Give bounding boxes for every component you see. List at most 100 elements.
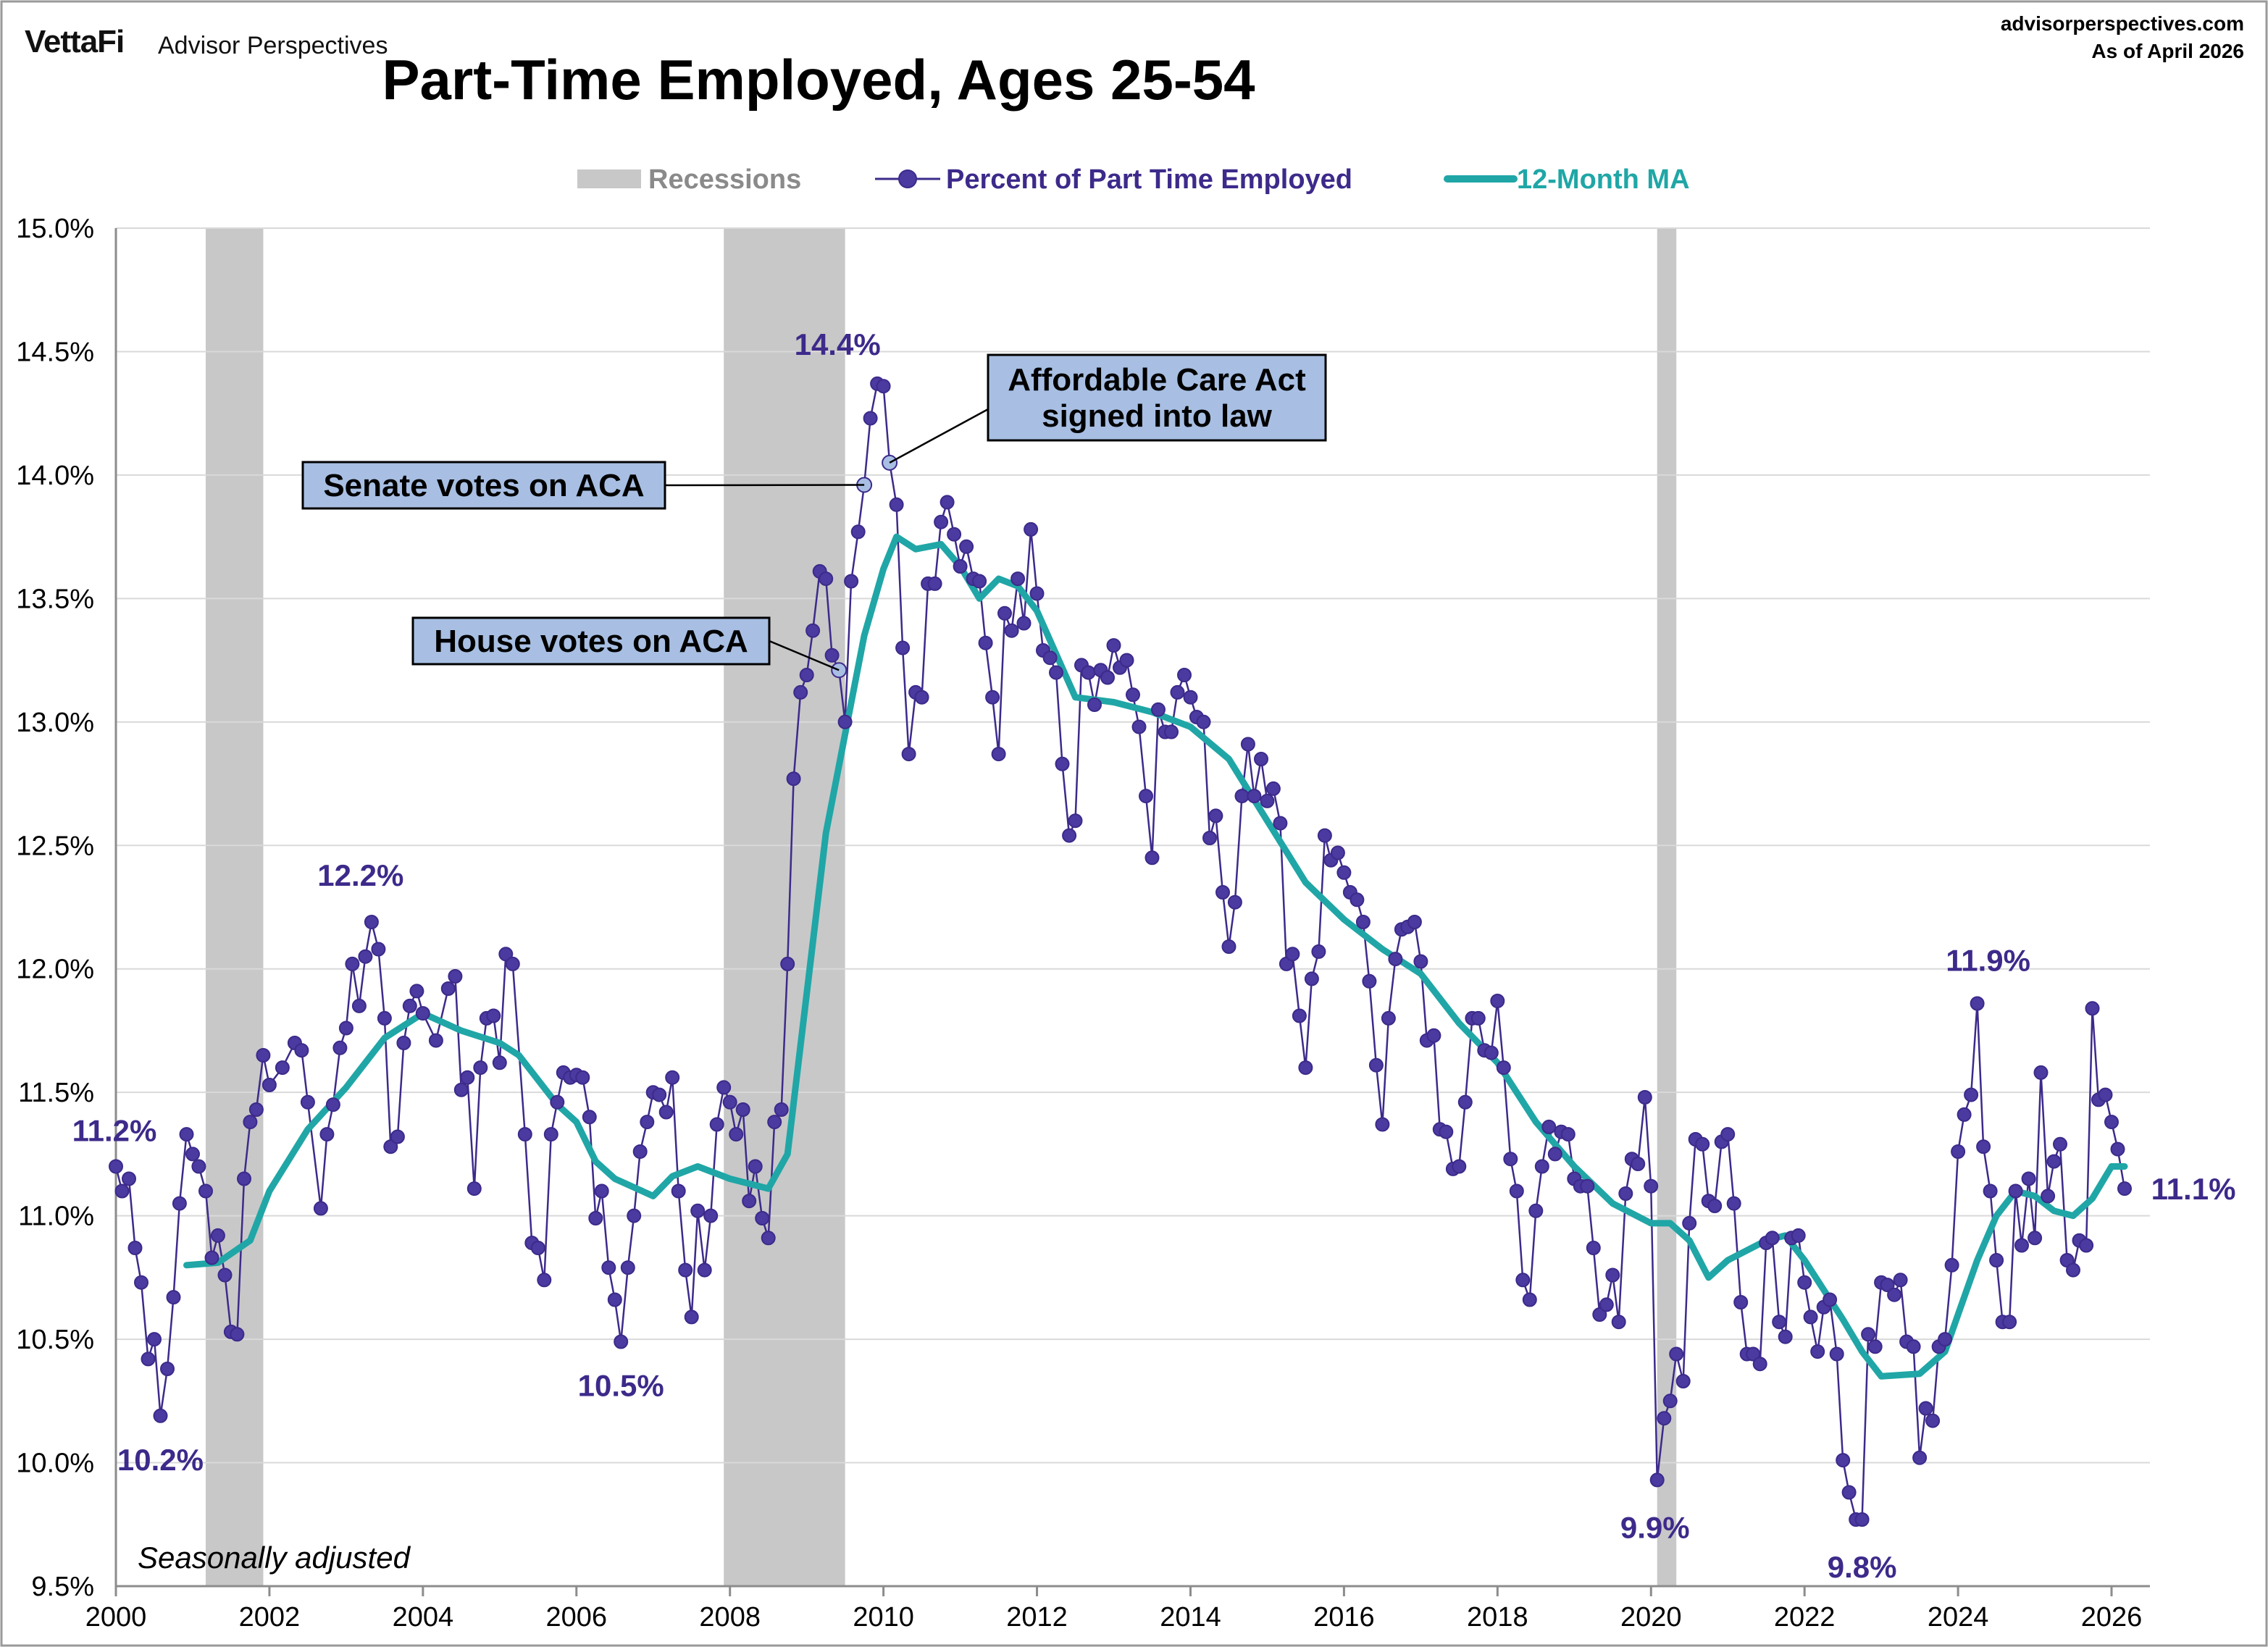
data-point bbox=[1637, 1090, 1652, 1105]
data-point bbox=[1177, 668, 1192, 682]
value-annotations: 11.2% 10.2% 12.2% 10.5% 14.4% 9.9% 9.8% 11.9% 11… bbox=[72, 327, 2236, 1584]
legend-series-marker bbox=[898, 169, 917, 188]
data-point bbox=[160, 1362, 175, 1376]
data-point bbox=[1906, 1339, 1921, 1354]
data-point bbox=[1164, 724, 1179, 739]
data-point bbox=[594, 1183, 609, 1199]
chart-title: Part-Time Employed, Ages 25-54 bbox=[382, 48, 1255, 112]
data-point bbox=[517, 1127, 532, 1142]
data-point bbox=[1867, 1339, 1883, 1354]
legend-recessions-label: Recessions bbox=[648, 164, 801, 195]
callouts: Senate votes on ACA House votes on ACA Aff… bbox=[301, 353, 1327, 671]
data-point bbox=[1528, 1203, 1544, 1218]
data-point bbox=[1413, 954, 1428, 969]
data-point bbox=[1273, 816, 1288, 831]
data-point bbox=[1375, 1117, 1390, 1132]
data-point bbox=[620, 1260, 635, 1275]
data-point bbox=[607, 1292, 622, 1307]
data-point bbox=[1644, 1178, 1659, 1194]
data-point bbox=[1215, 885, 1230, 900]
data-point bbox=[453, 1082, 469, 1097]
data-point bbox=[742, 1194, 757, 1209]
data-point bbox=[1675, 1374, 1691, 1388]
data-point bbox=[588, 1211, 603, 1225]
series-markers bbox=[109, 376, 2132, 1527]
x-tick-label: 2016 bbox=[1313, 1602, 1375, 1633]
data-point bbox=[819, 571, 834, 587]
value-annotation: 10.5% bbox=[578, 1369, 664, 1403]
y-tick-label: 14.5% bbox=[16, 337, 94, 367]
callout-leader bbox=[889, 408, 989, 464]
data-point bbox=[1925, 1413, 1941, 1428]
data-point bbox=[122, 1171, 136, 1186]
brand-name: Advisor Perspectives bbox=[158, 32, 388, 59]
data-point bbox=[1733, 1295, 1749, 1309]
data-point bbox=[1106, 638, 1121, 653]
data-point bbox=[1547, 1147, 1562, 1162]
callout-label: House votes on ACA bbox=[434, 624, 748, 659]
data-point bbox=[703, 1208, 719, 1223]
data-point bbox=[850, 524, 866, 540]
data-point bbox=[2041, 1189, 2056, 1204]
x-tick-label: 2010 bbox=[853, 1602, 914, 1633]
y-tick-label: 12.5% bbox=[16, 831, 94, 861]
data-point bbox=[1957, 1107, 1972, 1122]
data-point bbox=[217, 1267, 233, 1283]
data-point bbox=[1145, 850, 1160, 866]
data-point bbox=[1330, 845, 1345, 860]
data-point bbox=[1349, 892, 1365, 908]
data-point bbox=[1829, 1346, 1844, 1362]
x-tick-label: 2002 bbox=[239, 1602, 301, 1633]
data-point bbox=[1208, 808, 1223, 824]
data-point bbox=[1139, 789, 1153, 804]
data-point bbox=[889, 497, 904, 512]
data-point bbox=[780, 956, 795, 971]
data-point bbox=[402, 998, 417, 1013]
data-point bbox=[876, 379, 891, 394]
data-point bbox=[627, 1208, 642, 1223]
data-point bbox=[824, 648, 840, 663]
data-point bbox=[338, 1021, 353, 1036]
y-tick-label: 15.0% bbox=[16, 214, 94, 244]
data-point bbox=[409, 984, 424, 999]
data-point bbox=[863, 411, 878, 426]
data-point bbox=[147, 1332, 162, 1347]
data-point bbox=[748, 1159, 763, 1174]
legend-ma-label: 12-Month MA bbox=[1517, 164, 1690, 195]
data-point bbox=[1100, 670, 1115, 685]
data-point bbox=[1580, 1178, 1595, 1194]
data-point bbox=[761, 1231, 776, 1246]
data-point bbox=[1368, 1057, 1384, 1073]
callout-box bbox=[411, 616, 771, 666]
data-point bbox=[1534, 1159, 1549, 1174]
y-tick-label: 13.5% bbox=[16, 584, 94, 614]
data-point bbox=[2098, 1087, 2113, 1102]
data-point bbox=[1126, 687, 1140, 703]
data-point bbox=[665, 1070, 680, 1085]
x-tick-label: 2006 bbox=[546, 1602, 608, 1633]
data-point bbox=[319, 1127, 335, 1142]
data-point bbox=[671, 1183, 686, 1199]
data-point bbox=[466, 1181, 482, 1197]
data-point bbox=[230, 1327, 245, 1342]
data-point bbox=[1234, 789, 1250, 804]
data-point bbox=[492, 1055, 507, 1070]
data-point bbox=[774, 1102, 789, 1117]
data-point bbox=[1407, 915, 1422, 929]
x-tick-label: 2008 bbox=[699, 1602, 761, 1633]
data-point bbox=[997, 605, 1012, 621]
data-point bbox=[914, 690, 929, 705]
data-point bbox=[191, 1159, 206, 1174]
data-point bbox=[313, 1201, 328, 1216]
data-point bbox=[934, 514, 949, 529]
data-point bbox=[358, 949, 373, 964]
data-point bbox=[1791, 1228, 1806, 1243]
legend: Recessions Percent of Part Time Employed… bbox=[577, 164, 1690, 195]
data-point bbox=[332, 1040, 348, 1055]
brand-logo: VettaFi bbox=[25, 24, 124, 59]
data-point bbox=[1016, 616, 1032, 631]
data-point bbox=[415, 1006, 430, 1021]
data-point bbox=[460, 1070, 475, 1085]
data-point bbox=[1823, 1292, 1838, 1307]
